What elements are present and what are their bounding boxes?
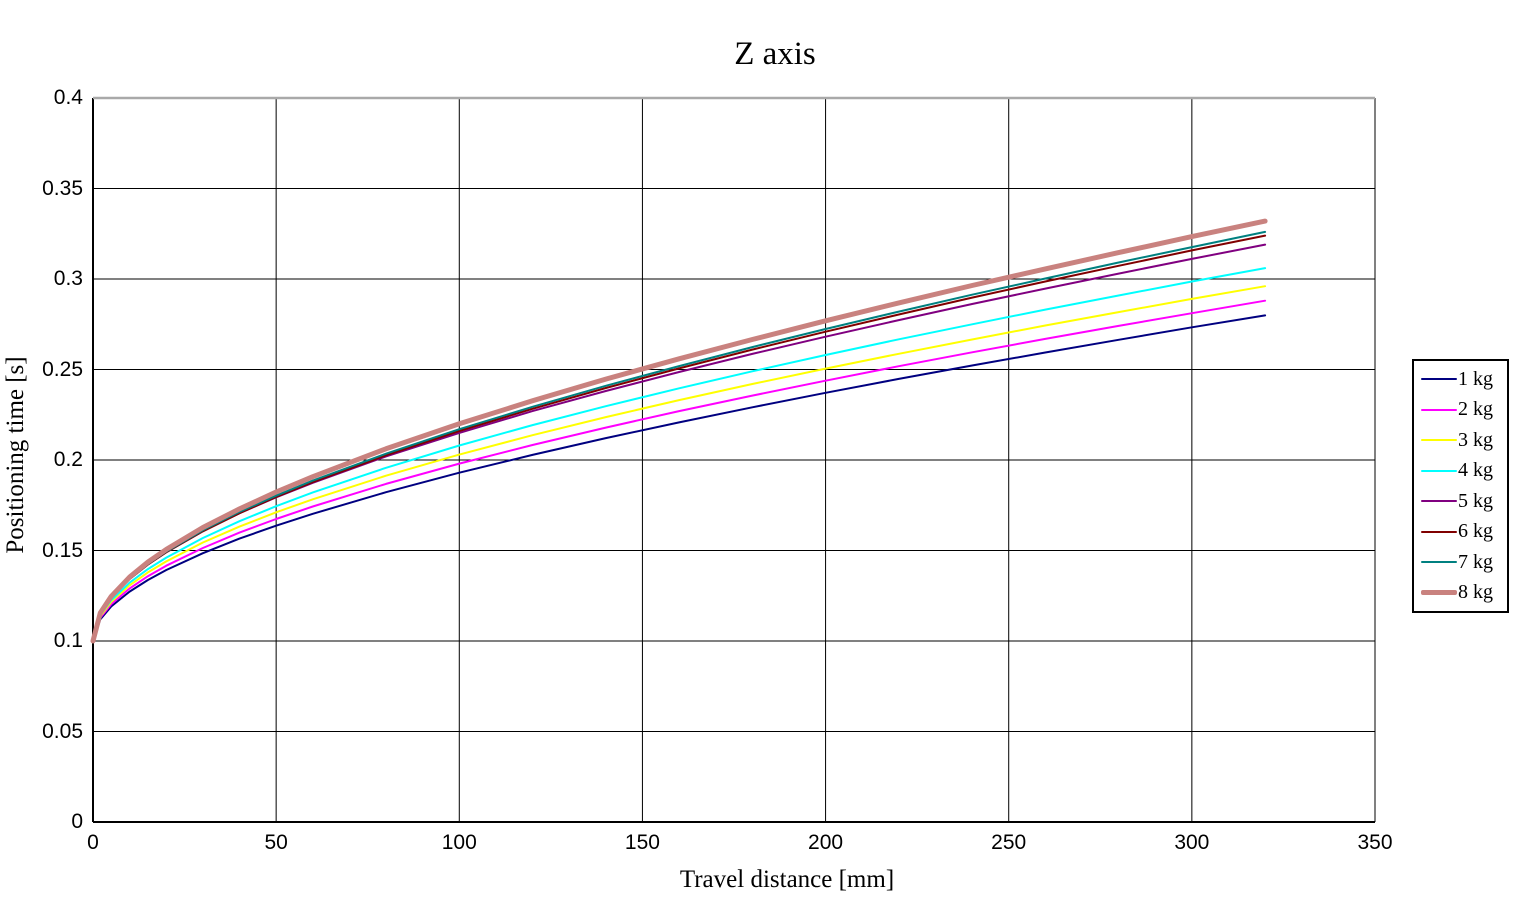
x-tick-label: 350 — [1357, 831, 1393, 854]
legend-label: 4 kg — [1458, 459, 1493, 482]
legend-label: 3 kg — [1458, 428, 1493, 451]
legend-item-7-kg: 7 kg — [1421, 551, 1505, 574]
x-tick-label: 250 — [991, 831, 1027, 854]
legend-item-8-kg: 8 kg — [1421, 581, 1505, 604]
y-tick-label: 0 — [71, 810, 83, 833]
legend-item-3-kg: 3 kg — [1421, 429, 1505, 452]
legend-label: 7 kg — [1458, 550, 1493, 573]
legend: 1 kg 2 kg 3 kg 4 kg 5 kg 6 kg 7 kg 8 kg — [1412, 359, 1509, 613]
legend-label: 8 kg — [1458, 581, 1493, 604]
series-line-4-kg — [92, 267, 1267, 642]
legend-line-swatch — [1421, 378, 1457, 381]
series-line-3-kg — [92, 285, 1267, 642]
legend-label: 6 kg — [1458, 520, 1493, 543]
legend-label: 1 kg — [1458, 367, 1493, 390]
x-tick-label: 100 — [441, 831, 477, 854]
series-line-7-kg — [92, 230, 1267, 642]
y-tick-label: 0.35 — [42, 176, 83, 200]
legend-item-4-kg: 4 kg — [1421, 459, 1505, 482]
legend-item-5-kg: 5 kg — [1421, 490, 1505, 513]
y-tick-label: 0.3 — [53, 267, 83, 290]
y-tick-label: 0.25 — [42, 357, 83, 381]
legend-line-swatch — [1421, 561, 1457, 564]
x-tick-label: 50 — [264, 831, 288, 854]
series-line-6-kg — [92, 234, 1267, 642]
legend-item-6-kg: 6 kg — [1421, 520, 1505, 543]
chart-title: Z axis — [734, 36, 816, 72]
legend-line-swatch — [1421, 500, 1457, 503]
y-tick-label: 0.15 — [42, 538, 83, 562]
legend-line-swatch — [1421, 439, 1457, 442]
legend-line-swatch — [1421, 469, 1457, 472]
y-tick-label: 0.1 — [53, 629, 83, 652]
legend-item-2-kg: 2 kg — [1421, 398, 1505, 421]
series-line-1-kg — [92, 314, 1267, 642]
legend-label: 2 kg — [1458, 398, 1493, 421]
legend-line-swatch — [1421, 408, 1457, 411]
legend-item-1-kg: 1 kg — [1421, 368, 1505, 391]
x-tick-label: 200 — [808, 831, 844, 854]
x-tick-label: 300 — [1174, 831, 1210, 854]
series-line-8-kg — [90, 218, 1268, 644]
legend-line-swatch — [1421, 590, 1457, 596]
series-line-2-kg — [92, 299, 1267, 642]
x-tick-label: 150 — [624, 831, 660, 854]
legend-line-swatch — [1421, 530, 1457, 533]
x-tick-label: 0 — [87, 831, 99, 854]
x-axis-title: Travel distance [mm] — [679, 866, 895, 893]
y-tick-label: 0.05 — [42, 719, 83, 743]
series-line-5-kg — [92, 243, 1267, 642]
y-tick-label: 0.2 — [53, 448, 83, 471]
y-tick-label: 0.4 — [53, 86, 83, 109]
legend-label: 5 kg — [1458, 489, 1493, 512]
